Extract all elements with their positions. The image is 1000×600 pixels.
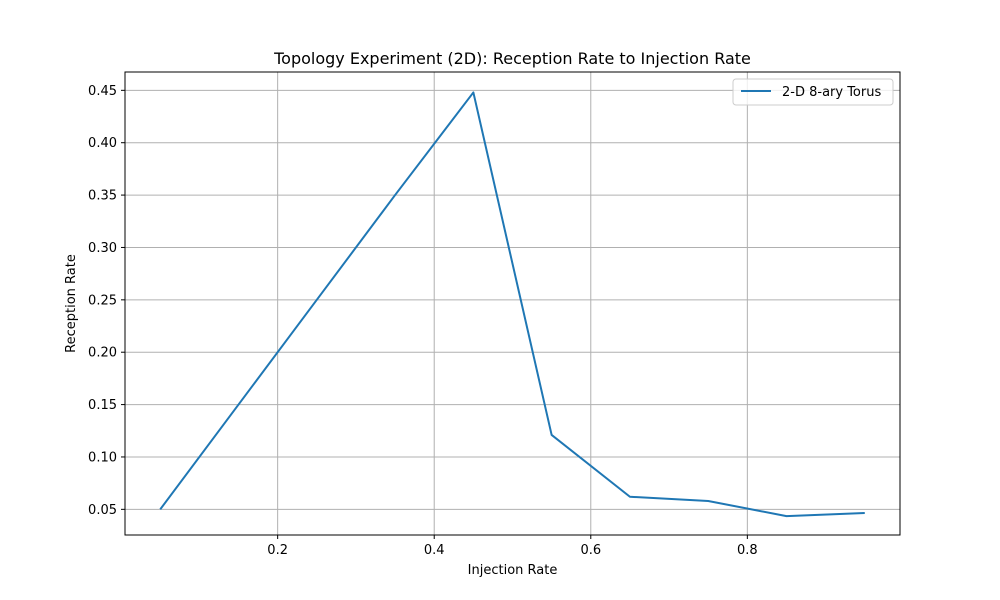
x-tick-label: 0.2 [267,543,288,558]
x-tick-label: 0.6 [580,543,601,558]
y-tick-label: 0.35 [88,189,117,204]
y-tick-label: 0.10 [88,450,117,465]
x-tick-label: 0.4 [424,543,445,558]
legend-label: 2-D 8-ary Torus [782,85,881,100]
y-axis-ticks: 0.05 0.10 0.15 0.20 0.25 0.30 0.35 0.40 0.45 [88,84,125,518]
grid [125,72,900,535]
y-axis-label: Reception Rate [64,254,79,353]
y-tick-label: 0.30 [88,241,117,256]
y-tick-label: 0.15 [88,398,117,413]
x-axis-label: Injection Rate [468,563,558,578]
y-tick-label: 0.25 [88,293,117,308]
y-tick-label: 0.45 [88,84,117,99]
legend: 2-D 8-ary Torus [732,78,894,106]
legend-box [732,78,894,106]
y-tick-label: 0.40 [88,136,117,151]
y-tick-label: 0.20 [88,346,117,361]
chart-title: Topology Experiment (2D): Reception Rate… [273,49,751,68]
series-line [159,91,865,518]
y-tick-label: 0.05 [88,503,117,518]
plot-frame [124,71,901,536]
x-axis-ticks: 0.2 0.4 0.6 0.8 [267,535,758,558]
x-tick-label: 0.8 [737,543,758,558]
series-group [159,91,865,518]
